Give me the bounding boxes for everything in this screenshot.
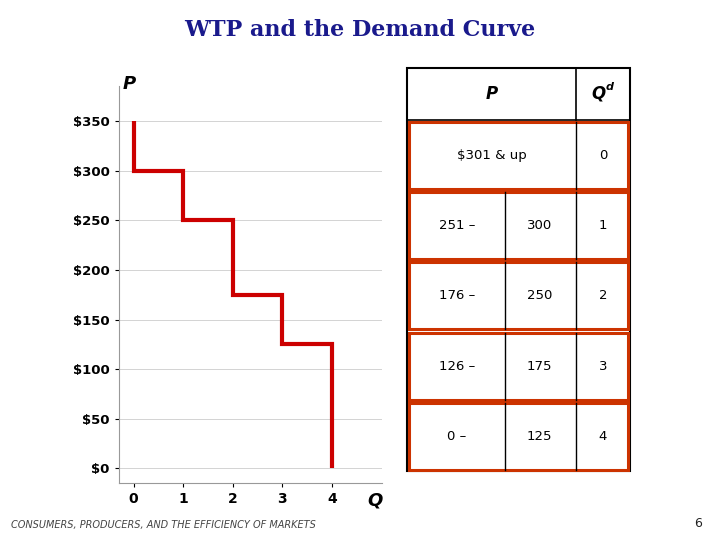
Text: 3: 3: [599, 360, 607, 373]
Text: CONSUMERS, PRODUCERS, AND THE EFFICIENCY OF MARKETS: CONSUMERS, PRODUCERS, AND THE EFFICIENCY…: [11, 520, 315, 530]
Text: 0 –: 0 –: [447, 430, 467, 443]
Text: P: P: [123, 76, 136, 93]
Text: 251 –: 251 –: [438, 219, 475, 232]
Text: 6: 6: [694, 517, 702, 530]
Text: 250: 250: [526, 289, 552, 302]
Text: Q: Q: [592, 85, 606, 103]
Text: 175: 175: [526, 360, 552, 373]
Text: $301 & up: $301 & up: [456, 149, 526, 162]
Text: 300: 300: [526, 219, 552, 232]
Text: 4: 4: [599, 430, 607, 443]
Text: d: d: [606, 83, 613, 92]
Text: P: P: [485, 85, 498, 103]
Text: 1: 1: [599, 219, 607, 232]
Text: 2: 2: [599, 289, 607, 302]
Text: 176 –: 176 –: [438, 289, 475, 302]
Text: 0: 0: [599, 149, 607, 162]
Text: 126 –: 126 –: [438, 360, 475, 373]
Text: Q: Q: [368, 491, 383, 509]
Text: WTP and the Demand Curve: WTP and the Demand Curve: [184, 19, 536, 41]
Text: 125: 125: [526, 430, 552, 443]
